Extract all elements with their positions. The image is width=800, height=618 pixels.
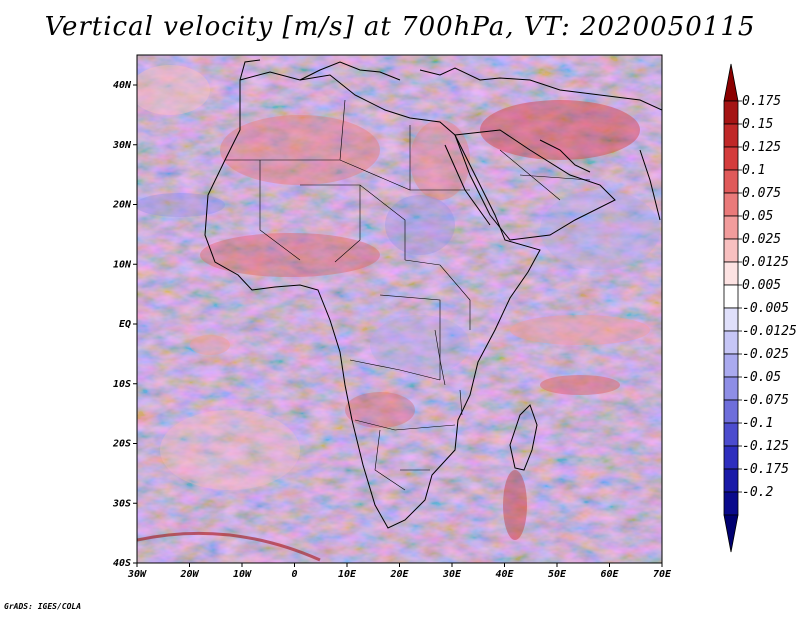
patch-arabian-sea-descent: [540, 190, 660, 270]
colorbar-label: -0.175: [742, 462, 789, 477]
colorbar-swatch: [723, 215, 739, 240]
colorbar-label: -0.05: [742, 370, 781, 385]
patch-south-atlantic: [160, 410, 300, 490]
lon-tick-label: 50E: [548, 569, 567, 580]
lon-tick-label: 40E: [495, 569, 514, 580]
colorbar-swatch: [723, 376, 739, 401]
colorbar-top-arrow: [723, 63, 739, 102]
latitude-axis: 40N 30N 20N 10N EQ 10S 20S 30S 40S: [112, 80, 137, 569]
patch-congo-descent: [370, 315, 470, 375]
lon-tick-label: 10W: [233, 569, 252, 580]
lat-tick-label: 30S: [112, 498, 131, 509]
lat-tick-label: 30N: [112, 140, 132, 151]
patch-atlantic-north: [137, 65, 210, 115]
colorbar-swatch: [723, 399, 739, 424]
colorbar-label: -0.1: [742, 416, 773, 431]
colorbar-label: 0.025: [742, 232, 781, 247]
arabia-coastline: [454, 129, 616, 241]
colorbar-label: -0.0125: [742, 324, 797, 339]
colorbar-label: -0.125: [742, 439, 789, 454]
colorbar-label: -0.2: [742, 485, 773, 500]
lon-tick-label: 10E: [338, 569, 357, 580]
lon-tick-label: 70E: [653, 569, 672, 580]
colorbar-label: -0.005: [742, 301, 789, 316]
lon-tick-label: 30W: [127, 569, 147, 580]
europe-coastline: [239, 59, 662, 111]
colorbar-swatch: [723, 445, 739, 470]
longitude-axis: 30W 20W 10W 0 10E 20E 30E 40E 50E 60E 70E: [127, 563, 672, 580]
colorbar-label: 0.175: [742, 94, 781, 109]
africa-coastline: [204, 71, 541, 529]
patch-arabia-iran: [480, 100, 640, 160]
india-coastline: [639, 149, 661, 221]
lon-tick-label: 0: [291, 569, 297, 580]
colorbar-label: 0.05: [742, 209, 773, 224]
colorbar-swatch: [723, 307, 739, 332]
lat-tick-label: 10N: [113, 259, 132, 270]
persian-gulf: [539, 139, 591, 173]
lat-tick-label: EQ: [119, 319, 131, 330]
colorbar-label: 0.15: [742, 117, 773, 132]
colorbar-label: -0.075: [742, 393, 789, 408]
coastlines: [204, 59, 662, 529]
patch-south-front: [137, 531, 321, 562]
colorbar-swatch: [723, 169, 739, 194]
colorbar-label: 0.005: [742, 278, 781, 293]
map-title: Vertical velocity [m/s] at 700hPa, VT: 2…: [44, 12, 756, 42]
colorbar-swatch: [723, 146, 739, 171]
patch-southern-africa: [345, 392, 415, 428]
lon-tick-label: 30E: [442, 569, 462, 580]
colorbar-swatch: [723, 192, 739, 217]
madagascar-coastline: [509, 404, 538, 471]
colorbar-label: 0.0125: [742, 255, 789, 270]
patch-sahel: [200, 233, 380, 277]
lon-tick-label: 20E: [389, 569, 409, 580]
colorbar-label: 0.075: [742, 186, 781, 201]
colorbar-swatch: [723, 284, 739, 309]
colorbar-swatch: [723, 422, 739, 447]
lon-tick-label: 20W: [179, 569, 199, 580]
velocity-field: [137, 55, 662, 563]
lat-tick-label: 40N: [113, 80, 132, 91]
lon-tick-label: 60E: [600, 569, 619, 580]
plot-area: [136, 54, 663, 564]
colorbar-label: -0.025: [742, 347, 789, 362]
colorbar-swatch: [723, 353, 739, 378]
colorbar-swatch: [723, 100, 739, 125]
patch-indian-ocean: [510, 315, 650, 345]
lat-tick-label: 20N: [112, 200, 132, 211]
colorbar-swatch: [723, 238, 739, 263]
patch-sahara-north: [220, 115, 380, 185]
grads-credit: GrADS: IGES/COLA: [4, 602, 82, 611]
velocity-patches: [137, 59, 662, 562]
patch-red-sea: [410, 120, 470, 200]
country-borders: [225, 99, 591, 491]
lat-tick-label: 20S: [112, 439, 131, 450]
colorbar-bottom-arrow: [723, 514, 739, 553]
patch-indian-ocean-south: [540, 375, 620, 395]
colorbar-swatch: [723, 330, 739, 355]
colorbar-swatch: [723, 491, 739, 516]
border-lines: [225, 99, 591, 491]
colorbar-swatch: [723, 261, 739, 286]
colorbar: 0.175 0.15 0.125 0.1 0.075 0.05 0.025 0.0125 0.0…: [723, 63, 797, 553]
patch-mozambique-channel: [503, 470, 527, 540]
colorbar-swatch: [723, 123, 739, 148]
colorbar-swatch: [723, 468, 739, 493]
rift-lakes: [434, 329, 463, 416]
patch-gulf-guinea: [190, 335, 230, 355]
lat-tick-label: 10S: [113, 379, 131, 390]
colorbar-label: 0.1: [742, 163, 765, 178]
colorbar-label: 0.125: [742, 140, 781, 155]
patch-sudan-descent: [385, 195, 455, 255]
lat-tick-label: 40S: [113, 558, 131, 569]
patch-atlantic-descent: [137, 193, 225, 217]
